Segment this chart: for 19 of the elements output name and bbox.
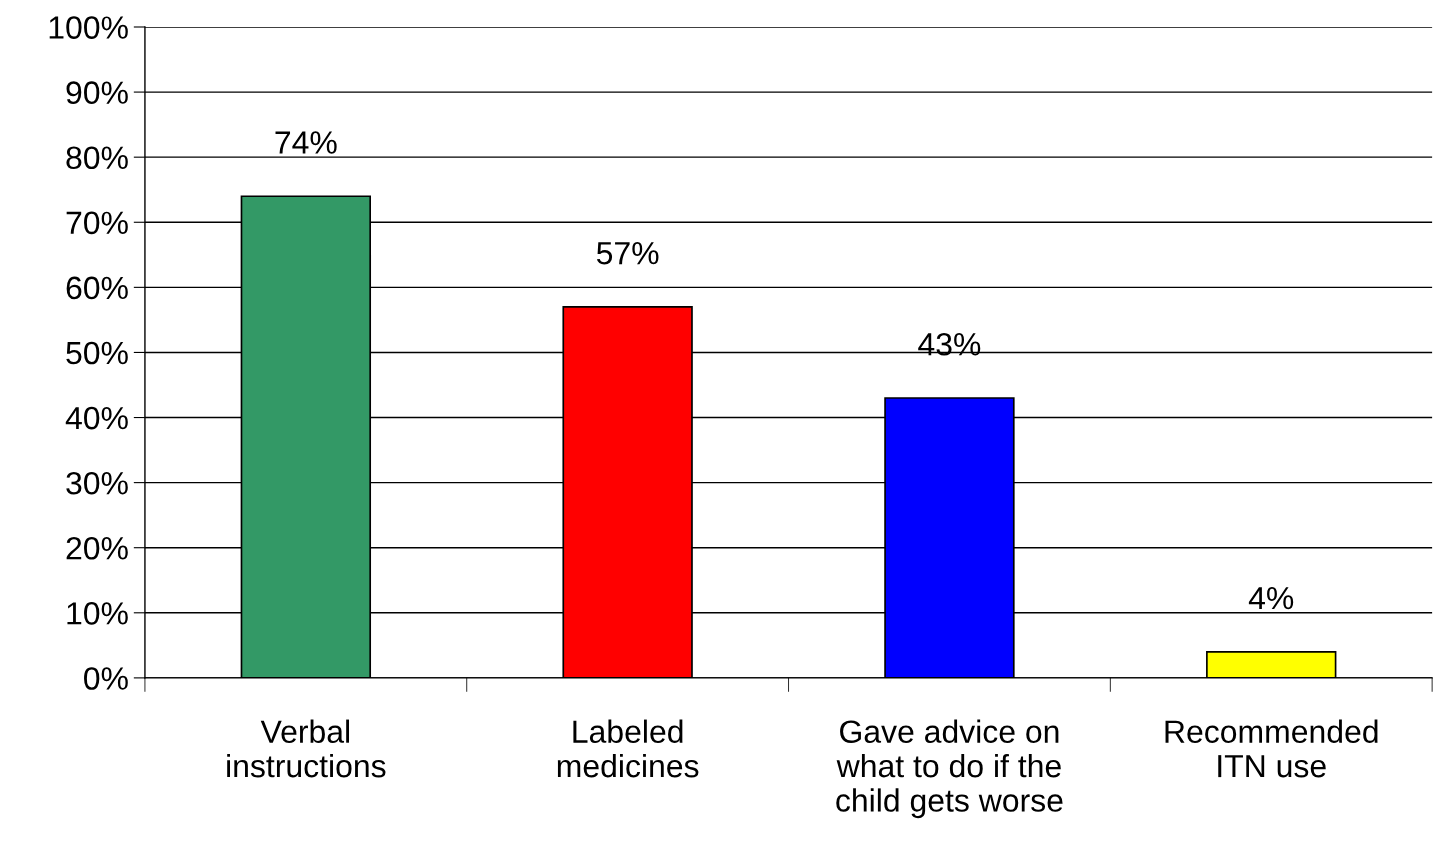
x-tick-label: Labeled medicines	[557, 719, 699, 778]
y-tick-label: 50%	[66, 341, 128, 365]
y-tick-label: 100%	[49, 16, 128, 39]
data-label: 43%	[918, 332, 981, 356]
data-label: 74%	[275, 131, 337, 154]
y-tick-label: 80%	[66, 146, 128, 170]
y-tick-label: 70%	[66, 211, 128, 235]
y-tick-label: 10%	[67, 602, 128, 625]
y-tick-label: 40%	[65, 406, 128, 430]
y-tick-label: 30%	[66, 471, 128, 495]
y-tick-label: 0%	[84, 667, 128, 690]
x-tick-label: Recommended ITN use	[1165, 719, 1378, 778]
y-tick-label: 90%	[66, 81, 128, 104]
y-tick-label: 60%	[66, 276, 128, 300]
y-tick-label: 20%	[66, 536, 128, 560]
x-tick-label: Verbal instructions	[227, 719, 386, 778]
data-label: 57%	[596, 241, 659, 265]
data-label: 4%	[1248, 586, 1294, 610]
x-tick-label: Gave advice on what to do if the child gets worse	[836, 719, 1063, 819]
